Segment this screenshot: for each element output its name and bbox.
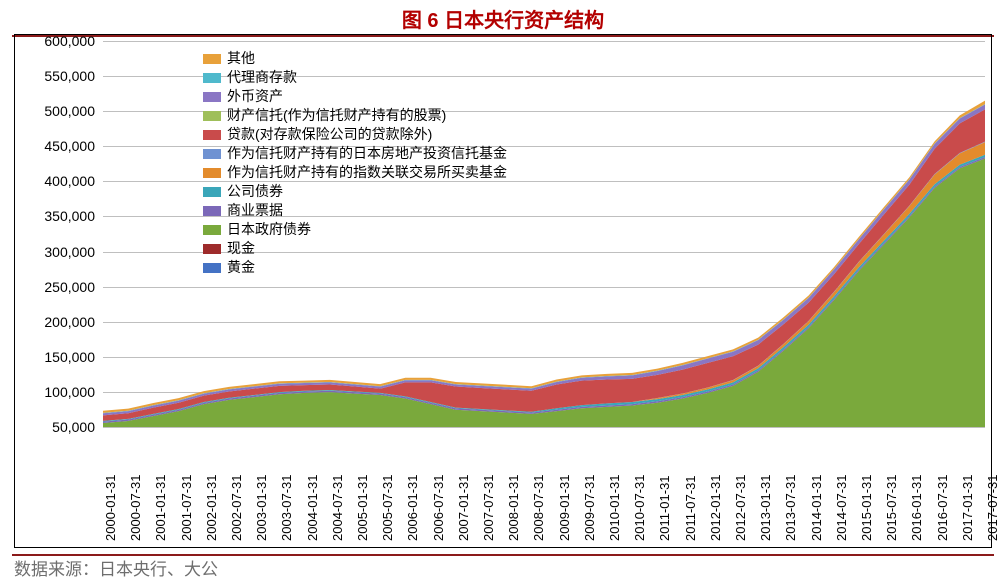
x-axis-labels: 2000-01-31 2000-07-31 2001-01-31 2001-07-31…: [103, 429, 985, 545]
x-tick-label: 2007-01-31: [456, 475, 460, 542]
legend-swatch: [203, 149, 221, 159]
legend-item: 外币资产: [203, 87, 507, 106]
legend-item: 黄金: [203, 258, 507, 277]
x-tick-label: 2011-01-31: [657, 475, 661, 541]
legend-item: 其他: [203, 49, 507, 68]
x-tick-label: 2016-01-31: [909, 475, 913, 542]
legend-item: 现金: [203, 239, 507, 258]
x-tick-label: 2009-07-31: [582, 475, 586, 542]
x-tick-label: 2010-01-31: [607, 475, 611, 542]
x-tick-label: 2003-01-31: [254, 475, 258, 542]
plot-area: 其他代理商存款外币资产财产信托(作为信托财产持有的股票)贷款(对存款保险公司的贷…: [103, 41, 985, 427]
legend-label: 黄金: [227, 258, 255, 277]
legend: 其他代理商存款外币资产财产信托(作为信托财产持有的股票)贷款(对存款保险公司的贷…: [203, 49, 507, 277]
legend-label: 日本政府债券: [227, 220, 311, 239]
x-tick-label: 2010-07-31: [632, 475, 636, 542]
legend-swatch: [203, 225, 221, 235]
y-tick-label: 500,000: [44, 103, 95, 119]
x-tick-label: 2000-01-31: [103, 475, 107, 542]
legend-swatch: [203, 187, 221, 197]
y-tick-label: 450,000: [44, 138, 95, 154]
x-tick-label: 2002-07-31: [229, 475, 233, 542]
title-wrap: 图 6 日本央行资产结构: [0, 0, 1006, 37]
legend-label: 代理商存款: [227, 68, 297, 87]
legend-label: 财产信托(作为信托财产持有的股票): [227, 106, 446, 125]
y-tick-label: 150,000: [44, 349, 95, 365]
legend-label: 外币资产: [227, 87, 283, 106]
plot-frame: 50,000 100,000 150,000 200,000 250,000 300,00…: [14, 34, 992, 548]
legend-item: 公司债券: [203, 182, 507, 201]
y-gridline: [103, 427, 985, 428]
y-axis-labels: 50,000100,000150,000200,000250,000300,00…: [15, 41, 99, 427]
x-tick-label: 2005-07-31: [380, 475, 384, 542]
y-tick-label: 400,000: [44, 173, 95, 189]
x-tick-label: 2015-07-31: [884, 475, 888, 542]
y-tick-label: 300,000: [44, 244, 95, 260]
x-tick-label: 2016-07-31: [935, 475, 939, 542]
x-tick-label: 2012-07-31: [733, 475, 737, 542]
x-tick-label: 2004-07-31: [330, 475, 334, 542]
x-tick-label: 2006-07-31: [431, 475, 435, 542]
legend-item: 商业票据: [203, 201, 507, 220]
x-tick-label: 2008-01-31: [506, 475, 510, 542]
x-tick-label: 2003-07-31: [279, 475, 283, 542]
x-tick-label: 2000-07-31: [128, 475, 132, 542]
x-tick-label: 2001-07-31: [179, 475, 183, 542]
legend-swatch: [203, 168, 221, 178]
legend-item: 作为信托财产持有的日本房地产投资信托基金: [203, 144, 507, 163]
legend-swatch: [203, 263, 221, 273]
x-tick-label: 2009-01-31: [557, 475, 561, 542]
legend-label: 贷款(对存款保险公司的贷款除外): [227, 125, 432, 144]
y-tick-label: 550,000: [44, 68, 95, 84]
legend-swatch: [203, 206, 221, 216]
x-tick-label: 2008-07-31: [531, 475, 535, 542]
chart-title: 图 6 日本央行资产结构: [0, 0, 1006, 35]
legend-swatch: [203, 111, 221, 121]
y-tick-label: 100,000: [44, 384, 95, 400]
legend-item: 贷款(对存款保险公司的贷款除外): [203, 125, 507, 144]
x-tick-label: 2013-01-31: [758, 475, 762, 542]
legend-swatch: [203, 73, 221, 83]
x-tick-label: 2014-07-31: [834, 475, 838, 542]
x-tick-label: 2011-07-31: [683, 475, 687, 541]
x-tick-label: 2017-01-31: [960, 475, 964, 542]
y-tick-label: 250,000: [44, 279, 95, 295]
x-tick-label: 2001-01-31: [153, 475, 157, 542]
x-tick-label: 2002-01-31: [204, 475, 208, 542]
legend-item: 财产信托(作为信托财产持有的股票): [203, 106, 507, 125]
x-tick-label: 2012-01-31: [708, 475, 712, 542]
legend-swatch: [203, 54, 221, 64]
legend-label: 商业票据: [227, 201, 283, 220]
figure-container: 图 6 日本央行资产结构 50,000 100,000 150,000 200,000…: [0, 0, 1006, 586]
legend-item: 代理商存款: [203, 68, 507, 87]
legend-label: 作为信托财产持有的指数关联交易所买卖基金: [227, 163, 507, 182]
y-tick-label: 50,000: [52, 419, 95, 435]
x-tick-label: 2015-01-31: [859, 475, 863, 542]
legend-item: 作为信托财产持有的指数关联交易所买卖基金: [203, 163, 507, 182]
x-tick-label: 2013-07-31: [783, 475, 787, 542]
x-tick-label: 2004-01-31: [305, 475, 309, 542]
y-tick-label: 200,000: [44, 314, 95, 330]
x-tick-label: 2007-07-31: [481, 475, 485, 542]
legend-label: 公司债券: [227, 182, 283, 201]
legend-swatch: [203, 92, 221, 102]
source-text: 数据来源：日本央行、大公: [14, 555, 218, 580]
y-tick-label: 600,000: [44, 33, 95, 49]
x-tick-label: 2005-01-31: [355, 475, 359, 542]
legend-label: 作为信托财产持有的日本房地产投资信托基金: [227, 144, 507, 163]
legend-swatch: [203, 130, 221, 140]
x-tick-label: 2017-07-31: [985, 475, 989, 542]
y-tick-label: 350,000: [44, 208, 95, 224]
legend-item: 日本政府债券: [203, 220, 507, 239]
x-tick-label: 2014-01-31: [809, 475, 813, 542]
legend-label: 现金: [227, 239, 255, 258]
x-tick-label: 2006-01-31: [405, 475, 409, 542]
legend-label: 其他: [227, 49, 255, 68]
legend-swatch: [203, 244, 221, 254]
